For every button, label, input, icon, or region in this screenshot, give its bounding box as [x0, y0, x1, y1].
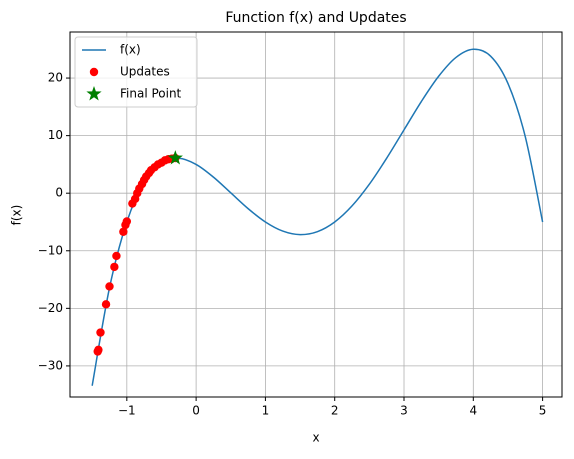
legend-label: Updates — [120, 65, 170, 79]
update-point — [110, 262, 119, 272]
y-tick-label: −20 — [38, 301, 63, 315]
x-tick-label: 0 — [192, 404, 200, 418]
update-point — [94, 345, 103, 354]
x-tick-label: 5 — [539, 404, 547, 418]
update-point — [112, 251, 121, 261]
legend-label: f(x) — [120, 43, 141, 57]
update-point — [96, 328, 105, 337]
update-point — [122, 217, 132, 226]
legend: f(x) Updates Final Point — [74, 36, 198, 108]
x-tick-label: 3 — [400, 404, 408, 418]
x-tick-label: 1 — [262, 404, 270, 418]
y-tick-label: −10 — [38, 243, 63, 257]
update-point — [105, 282, 114, 291]
update-point — [101, 300, 111, 309]
y-tick-label: 10 — [48, 128, 63, 142]
x-tick-label: 4 — [469, 404, 477, 418]
x-tick-label: −1 — [118, 404, 136, 418]
x-tick-label: 2 — [331, 404, 339, 418]
frame — [69, 31, 563, 398]
update-point — [119, 227, 128, 236]
legend-label: Final Point — [120, 87, 182, 101]
legend-marker — [89, 67, 99, 77]
y-axis-label: f(x) — [10, 205, 24, 226]
y-tick-label: 20 — [48, 71, 63, 85]
y-tick-label: 0 — [55, 186, 63, 200]
grid — [70, 32, 562, 397]
chart-title: Function f(x) and Updates — [225, 10, 406, 26]
final-point — [167, 150, 183, 165]
legend-box — [74, 36, 198, 108]
y-tick-label: −30 — [38, 358, 63, 372]
plot — [91, 48, 544, 386]
legend-marker — [86, 86, 102, 101]
x-axis-label: x — [312, 431, 319, 445]
